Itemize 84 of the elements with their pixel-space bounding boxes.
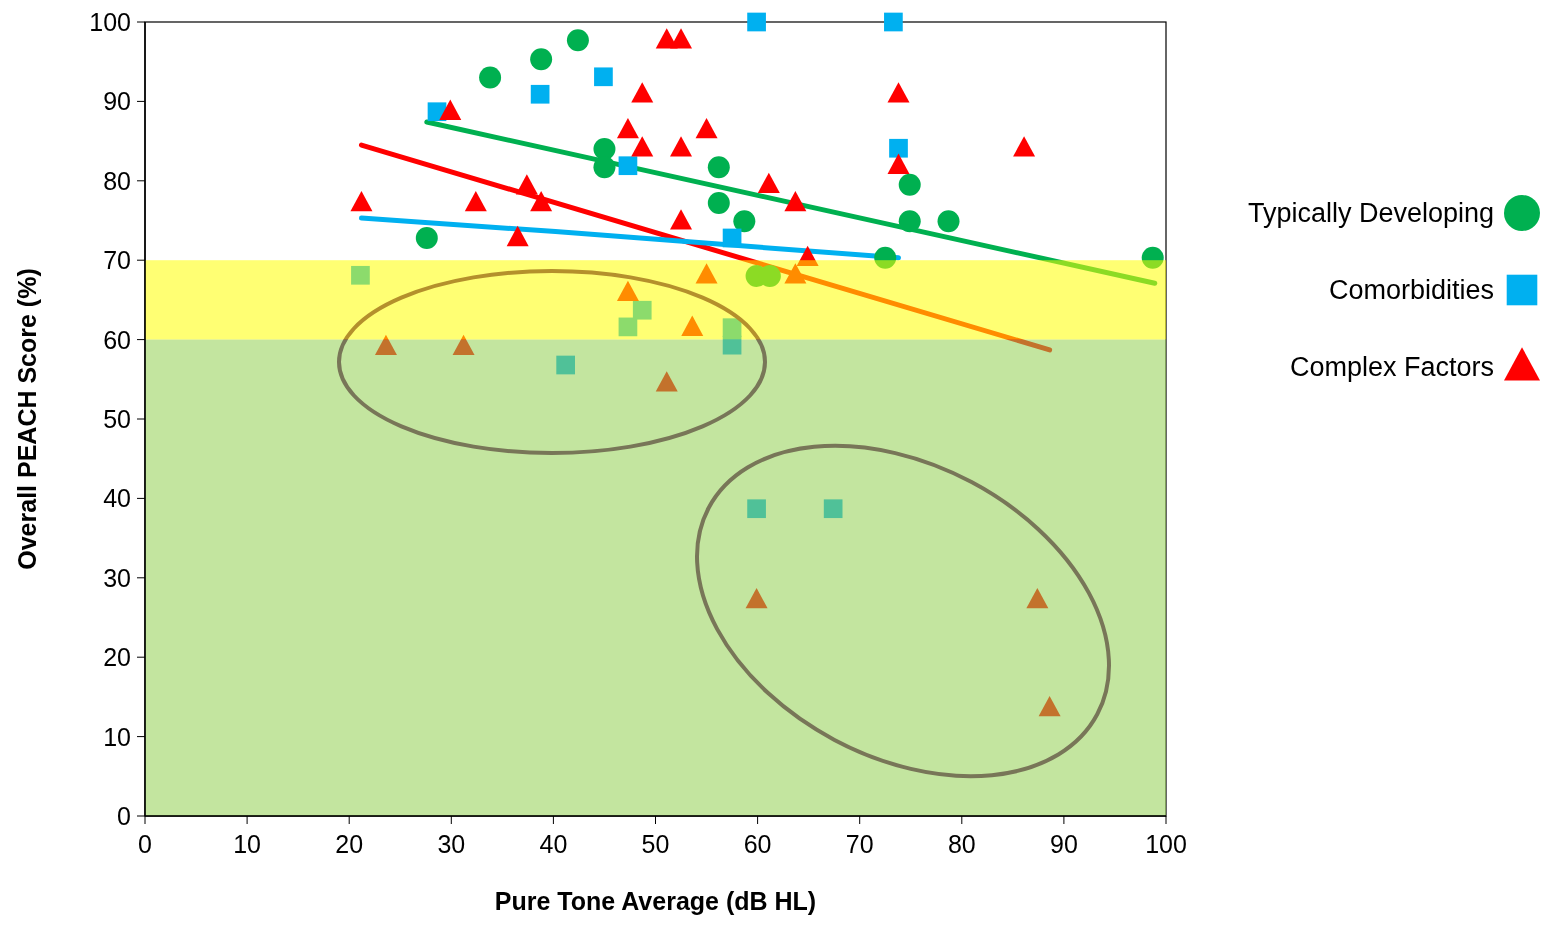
x-tick-label: 10 bbox=[233, 830, 262, 858]
point bbox=[618, 156, 638, 176]
x-tick-label: 30 bbox=[437, 830, 466, 858]
point bbox=[784, 263, 807, 284]
point bbox=[530, 190, 553, 212]
y-tick-label: 30 bbox=[103, 563, 131, 592]
legend-label: Typically Developing bbox=[1247, 198, 1494, 228]
point bbox=[670, 209, 693, 230]
point bbox=[733, 210, 756, 233]
point bbox=[681, 315, 704, 336]
point bbox=[670, 136, 693, 157]
legend-label: Complex Factors bbox=[1289, 352, 1494, 382]
point bbox=[707, 192, 730, 215]
point bbox=[747, 499, 766, 519]
point bbox=[898, 210, 921, 233]
point bbox=[874, 246, 897, 269]
x-tick-label: 50 bbox=[641, 830, 670, 858]
point bbox=[745, 587, 768, 609]
y-tick-label: 10 bbox=[103, 722, 131, 751]
point bbox=[566, 29, 589, 52]
y-tick-label: 20 bbox=[103, 643, 131, 672]
point bbox=[439, 99, 462, 120]
point bbox=[796, 245, 819, 267]
point bbox=[452, 334, 475, 355]
point bbox=[1141, 246, 1164, 269]
point bbox=[515, 174, 538, 195]
y-tick-label: 70 bbox=[103, 246, 131, 275]
y-tick-label: 40 bbox=[103, 484, 131, 513]
point bbox=[784, 190, 807, 212]
point bbox=[632, 300, 652, 320]
point bbox=[887, 82, 910, 103]
x-tick-label: 70 bbox=[845, 830, 874, 858]
point bbox=[616, 117, 639, 139]
x-tick-label: 80 bbox=[947, 830, 976, 858]
point bbox=[937, 210, 960, 233]
x-tick-label: 0 bbox=[138, 830, 152, 858]
point bbox=[593, 156, 616, 179]
point bbox=[655, 371, 678, 392]
point bbox=[530, 48, 553, 71]
point bbox=[350, 190, 373, 212]
point bbox=[616, 280, 639, 301]
point bbox=[479, 66, 502, 89]
point bbox=[594, 67, 613, 87]
point bbox=[695, 263, 718, 284]
point bbox=[593, 138, 616, 161]
point bbox=[898, 173, 921, 196]
y-tick-label: 80 bbox=[103, 166, 131, 195]
x-tick-label: 90 bbox=[1049, 830, 1078, 858]
point bbox=[618, 317, 638, 337]
point bbox=[506, 225, 529, 247]
y-tick-label: 60 bbox=[103, 325, 131, 354]
point bbox=[631, 136, 654, 157]
x-tick-label: 60 bbox=[743, 830, 772, 858]
point bbox=[707, 156, 730, 179]
x-tick-label: 40 bbox=[539, 830, 568, 858]
x-axis-title: Pure Tone Average (dB HL) bbox=[494, 887, 817, 915]
point bbox=[695, 117, 718, 139]
point bbox=[1013, 136, 1036, 157]
point bbox=[631, 82, 654, 103]
point bbox=[823, 499, 843, 519]
point bbox=[884, 12, 903, 32]
point bbox=[889, 138, 908, 158]
y-tick-label: 0 bbox=[117, 802, 131, 830]
point bbox=[887, 153, 910, 174]
point bbox=[722, 335, 742, 355]
y-tick-label: 50 bbox=[103, 405, 131, 433]
x-tick-label: 20 bbox=[335, 830, 364, 858]
y-axis-title: Overall PEACH Score (%) bbox=[13, 268, 41, 570]
point bbox=[747, 12, 766, 32]
point bbox=[351, 265, 370, 285]
point bbox=[670, 28, 693, 49]
x-tick-label: 100 bbox=[1145, 830, 1187, 858]
point bbox=[1026, 587, 1049, 609]
point bbox=[530, 84, 550, 104]
y-tick-label: 90 bbox=[103, 87, 131, 116]
point bbox=[415, 226, 438, 249]
point bbox=[1038, 695, 1061, 717]
point bbox=[464, 190, 487, 212]
point bbox=[556, 355, 575, 375]
point bbox=[757, 172, 780, 194]
point bbox=[374, 334, 397, 355]
point bbox=[722, 228, 742, 248]
y-tick-label: 100 bbox=[89, 8, 131, 36]
legend-label: Comorbidities bbox=[1328, 275, 1494, 305]
